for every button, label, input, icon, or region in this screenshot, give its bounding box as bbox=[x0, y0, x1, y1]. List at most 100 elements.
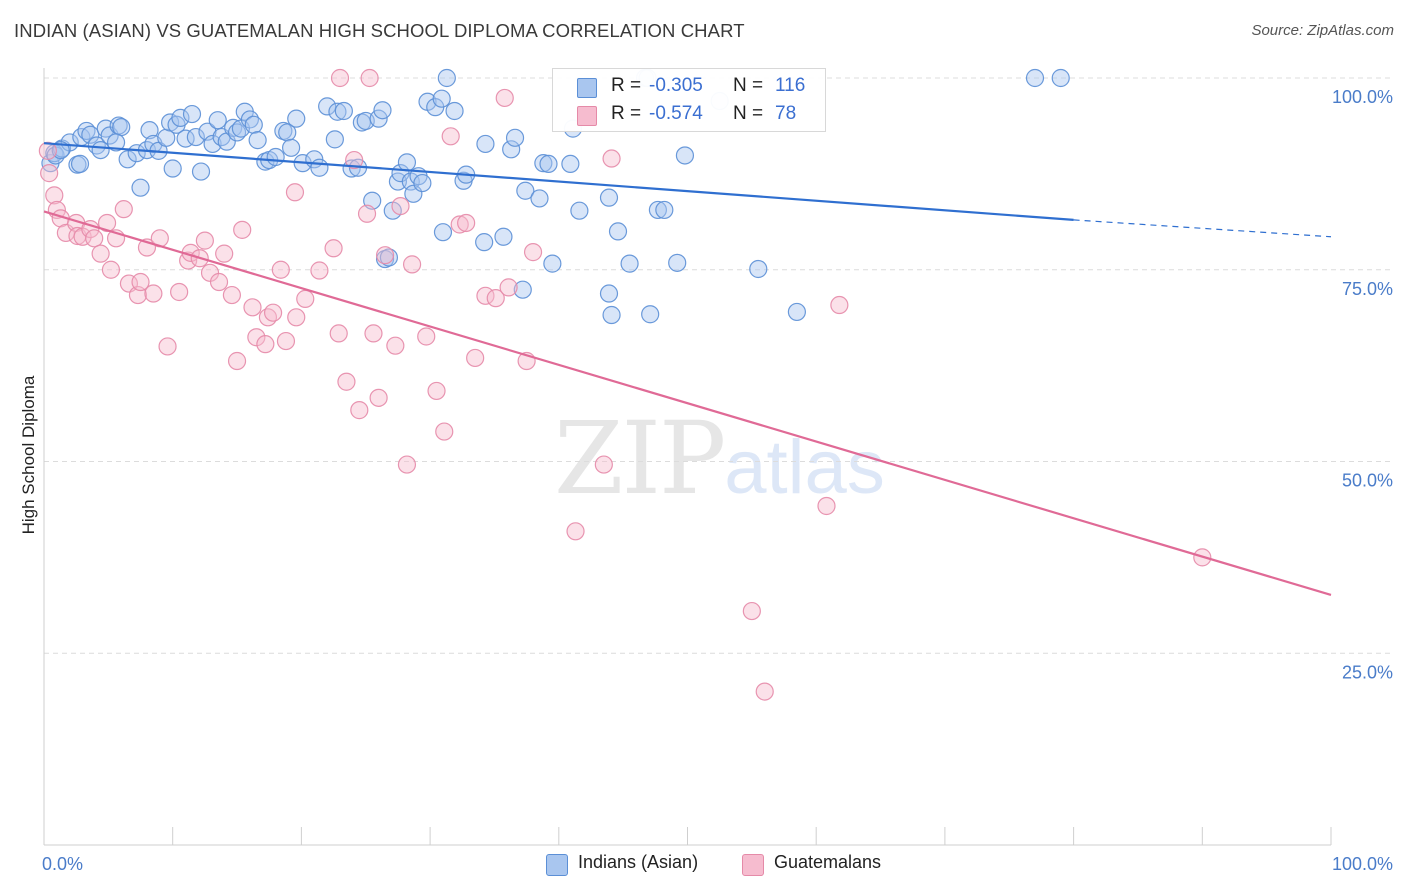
indians-point bbox=[475, 233, 494, 252]
stats-r-label: R = bbox=[611, 75, 642, 96]
indians-point bbox=[163, 159, 182, 178]
source-attribution: Source: ZipAtlas.com bbox=[1251, 22, 1394, 39]
indians-point bbox=[561, 154, 580, 174]
guatemalans-point bbox=[215, 244, 234, 263]
indians-point bbox=[182, 104, 202, 124]
legend-label-indians: Indians (Asian) bbox=[578, 852, 699, 872]
indians-point bbox=[191, 162, 211, 181]
indians-point bbox=[266, 147, 285, 167]
guatemalans-point bbox=[391, 196, 410, 216]
guatemalans-point bbox=[256, 335, 275, 354]
guatemalans-point bbox=[495, 88, 514, 108]
guatemalans-point bbox=[386, 336, 405, 355]
indians-point bbox=[203, 134, 222, 154]
indians-point bbox=[186, 127, 205, 147]
indians-point bbox=[328, 102, 347, 121]
guatemalans-point bbox=[360, 68, 379, 88]
indians-point bbox=[494, 227, 513, 246]
stats-r-label: R = bbox=[611, 103, 642, 124]
guatemalans-point bbox=[73, 227, 92, 246]
grid bbox=[44, 77, 1392, 654]
guatemalans-point bbox=[271, 260, 290, 279]
guatemalans-point bbox=[324, 239, 343, 258]
guatemalans-point bbox=[91, 244, 110, 263]
guatemalans-point bbox=[594, 455, 613, 474]
indians-point bbox=[668, 253, 687, 272]
legend-swatch-indians bbox=[546, 854, 568, 876]
indians-point bbox=[513, 280, 532, 299]
x-tick-label: 0.0% bbox=[42, 854, 83, 874]
guatemalans-trend-line bbox=[43, 210, 1332, 597]
indians-point bbox=[516, 181, 535, 200]
indians-point bbox=[318, 97, 337, 116]
guatemalans-point bbox=[435, 422, 454, 441]
indians-point bbox=[81, 125, 100, 144]
indians-point bbox=[433, 223, 453, 242]
stats-n-label: N = bbox=[733, 103, 764, 124]
guatemalans-point bbox=[369, 388, 388, 407]
indians-point bbox=[445, 101, 464, 121]
x-tick-label: 100.0% bbox=[1332, 854, 1393, 874]
indians-point bbox=[530, 189, 549, 208]
indians-point bbox=[373, 101, 392, 120]
guatemalans-point bbox=[144, 284, 163, 303]
stats-n-label: N = bbox=[733, 75, 764, 96]
tick-labels: 25.0% 50.0% 75.0% 100.0% 0.0% 100.0% bbox=[42, 87, 1393, 874]
indians-point bbox=[620, 254, 639, 273]
guatemalans-point bbox=[209, 272, 229, 292]
guatemalans-point bbox=[466, 348, 485, 368]
guatemalans-point bbox=[450, 215, 469, 234]
indians-point bbox=[106, 133, 126, 152]
guatemalans-point bbox=[233, 220, 252, 239]
watermark-zip: ZIP bbox=[554, 400, 726, 517]
guatemalans-point bbox=[337, 372, 356, 391]
indians-point bbox=[539, 154, 558, 174]
guatemalans-point bbox=[276, 331, 296, 351]
indians-point bbox=[70, 154, 90, 174]
chart-title: INDIAN (ASIAN) VS GUATEMALAN HIGH SCHOOL… bbox=[14, 20, 745, 41]
guatemalans-point bbox=[523, 243, 543, 262]
indians-point bbox=[397, 153, 417, 172]
guatemalans-point bbox=[263, 303, 283, 322]
guatemalans-point bbox=[457, 213, 476, 233]
indians-point bbox=[648, 200, 667, 220]
guatemalans-point bbox=[350, 401, 369, 420]
indians-point bbox=[325, 130, 344, 149]
guatemalans-point bbox=[345, 150, 364, 170]
indians-point bbox=[244, 115, 263, 134]
indians-point bbox=[599, 188, 619, 207]
guatemalans-point bbox=[296, 289, 315, 308]
guatemalans-point bbox=[330, 68, 350, 88]
indians-point bbox=[787, 302, 806, 322]
indians-point bbox=[602, 305, 621, 325]
guatemalans-point bbox=[170, 282, 189, 302]
guatemalans-point bbox=[97, 213, 117, 233]
guatemalans-point bbox=[602, 149, 621, 168]
y-tick-label: 100.0% bbox=[1332, 87, 1393, 107]
indians-point bbox=[310, 158, 329, 177]
indians-point bbox=[437, 68, 456, 88]
stats-row-indians: R = -0.305 N = 116 bbox=[553, 72, 825, 102]
legend-label-guatemalans: Guatemalans bbox=[774, 852, 882, 872]
guatemalans-point bbox=[566, 522, 585, 541]
indians-point bbox=[570, 201, 589, 220]
guatemalans-point bbox=[310, 261, 329, 280]
guatemalans-point bbox=[499, 278, 518, 297]
trend-lines bbox=[43, 142, 1332, 597]
guatemalans-point bbox=[742, 601, 761, 621]
indians-point bbox=[208, 111, 227, 130]
guatemalans-point bbox=[357, 204, 377, 223]
indians-point bbox=[171, 108, 190, 127]
guatemalans-point bbox=[85, 229, 104, 248]
indians-point bbox=[413, 173, 432, 193]
indians-point bbox=[534, 154, 553, 173]
guatemalans-point bbox=[329, 324, 348, 343]
indians-point bbox=[131, 178, 150, 197]
guatemalans-point bbox=[375, 246, 395, 265]
guatemalans-point bbox=[287, 308, 306, 327]
indians-point bbox=[278, 123, 297, 142]
guatemalans-point bbox=[40, 164, 59, 183]
watermark: ZIPatlas bbox=[554, 400, 885, 517]
indians-trend-line-extension bbox=[1073, 219, 1332, 238]
